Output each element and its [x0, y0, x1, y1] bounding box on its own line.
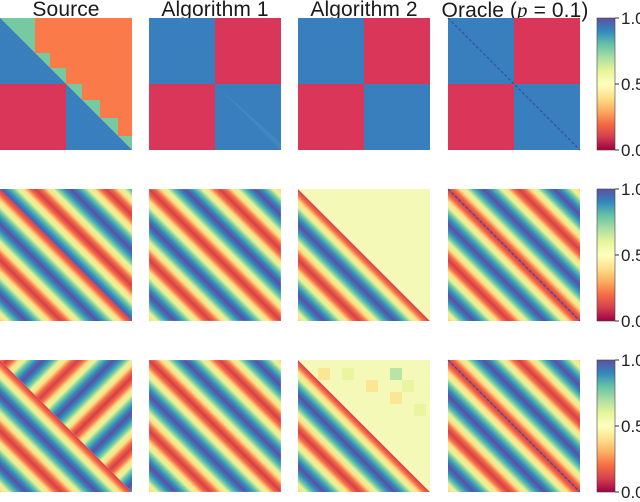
heatmap-panel-row1-col4	[447, 17, 581, 151]
colorbar-tick-label: 0.5	[621, 246, 640, 265]
colorbar-tick-label: 1.0	[621, 180, 640, 199]
cell-block-lower-left	[298, 84, 364, 150]
cell-triangle	[66, 84, 132, 150]
colorbar-tick-label: 0.5	[621, 75, 640, 94]
cell-noise	[148, 359, 282, 493]
cell-stripes	[448, 189, 580, 321]
cell-upper-triangle	[298, 189, 430, 321]
heatmap-panel-row3-col2	[148, 359, 282, 493]
cell-upper-triangle	[0, 189, 132, 321]
colorbar-tick-label: 0.0	[621, 312, 640, 331]
cell-patch	[318, 368, 330, 380]
cell-block-lower-left	[0, 84, 66, 150]
column-title-source: Source	[32, 0, 100, 21]
cell-patch	[390, 368, 402, 380]
heatmap-panel-row3-col4	[447, 359, 581, 493]
colorbar-gradient	[596, 359, 616, 493]
colorbar-gradient	[596, 188, 616, 322]
cell-noise	[219, 88, 281, 150]
cell-block-upper-right	[215, 18, 281, 84]
heatmap-panel-row2-col1	[0, 189, 132, 321]
colorbar-row2: 0.0 0.5 1.0	[596, 180, 640, 331]
heatmap-panel-row1-col3	[298, 18, 430, 150]
cell-patch	[342, 368, 354, 380]
column-title-oracle: Oracle (p = 0.1)	[441, 0, 589, 22]
heatmap-panel-row3-col1	[0, 360, 132, 492]
cell-stripes	[149, 360, 281, 492]
cell-stripes	[448, 360, 580, 492]
cell-block-lower-left	[149, 84, 215, 150]
column-title-algorithm-1: Algorithm 1	[161, 0, 269, 21]
cell-upper-triangle	[0, 360, 132, 492]
diagonal-line	[447, 17, 581, 151]
colorbar-tick-label: 0.0	[621, 141, 640, 160]
heatmap-panel-row1-col1	[0, 18, 132, 150]
colorbar-tick-label: 1.0	[621, 9, 640, 28]
cell-patch	[414, 404, 426, 416]
heatmap-panel-row2-col4	[447, 188, 581, 322]
colorbar-row1: 0.0 0.5 1.0	[596, 9, 640, 160]
heatmap-panel-row3-col3	[298, 360, 430, 492]
column-title-algorithm-2: Algorithm 2	[310, 0, 418, 21]
cell-stripes	[149, 189, 281, 321]
cell-triangle	[0, 18, 66, 84]
cell-block-lower-left	[448, 84, 514, 150]
cell-block-upper-right	[364, 18, 430, 84]
cell-patch	[366, 380, 378, 392]
colorbar-gradient	[596, 17, 616, 151]
heatmap-panel-row2-col3	[298, 189, 430, 321]
diagonal-line	[447, 188, 581, 322]
cell-block-lower-right	[364, 84, 430, 150]
cell-block-upper-left	[298, 18, 364, 84]
cell-block-upper-left	[149, 18, 215, 84]
cell-noise	[148, 188, 282, 322]
colorbar-row3: 0.0 0.5 1.0	[596, 351, 640, 502]
cell-block-upper-right	[514, 18, 580, 84]
colorbar-tick-label: 0.5	[621, 417, 640, 436]
colorbar-tick-label: 1.0	[621, 351, 640, 370]
heatmap-panel-row2-col2	[148, 188, 282, 322]
heatmap-panel-row1-col2	[149, 18, 281, 150]
colorbar-tick-label: 0.0	[621, 483, 640, 502]
cell-block-upper-right	[35, 18, 132, 136]
cell-patch	[390, 392, 402, 404]
cell-patch	[402, 380, 414, 392]
diagonal-line	[447, 359, 581, 493]
